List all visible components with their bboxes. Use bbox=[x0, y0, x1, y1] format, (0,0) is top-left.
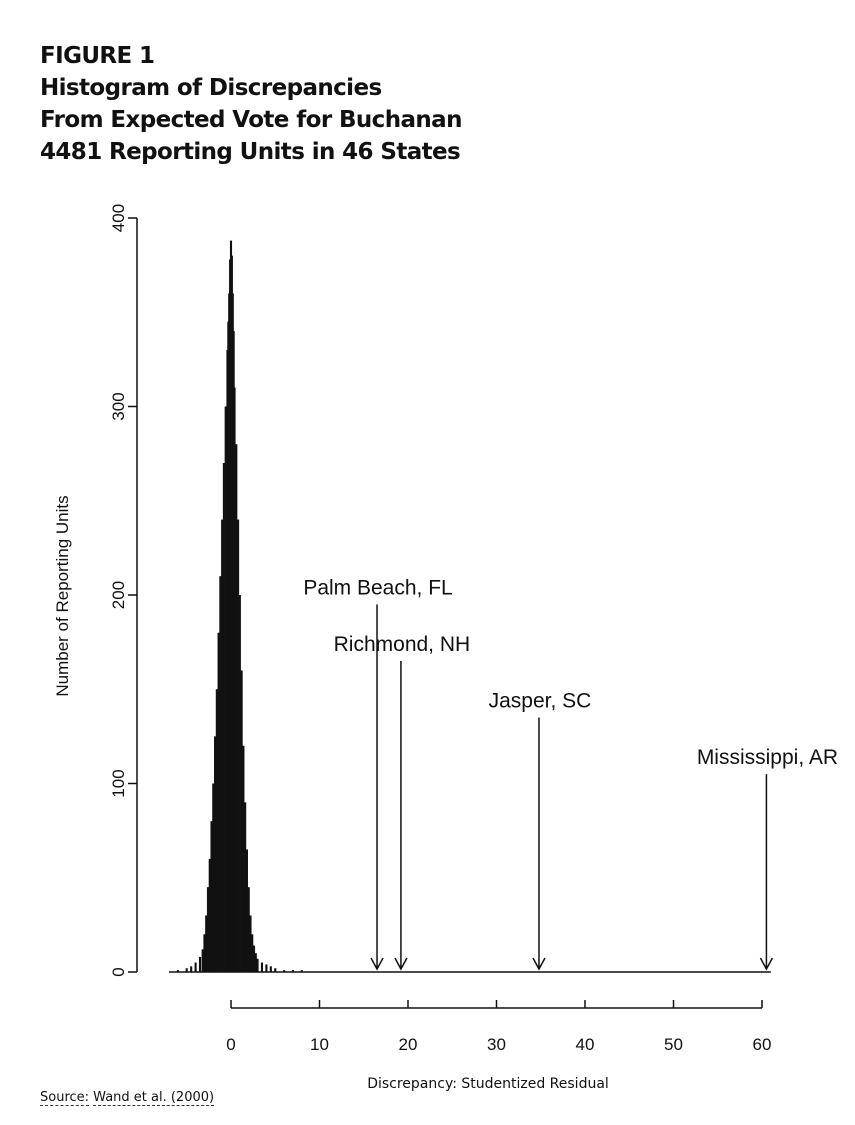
y-tick-label: 200 bbox=[109, 581, 128, 609]
x-axis-label: Discrepancy: Studentized Residual bbox=[367, 1076, 609, 1092]
histogram-bar bbox=[249, 915, 252, 972]
figure-heading: FIGURE 1 Histogram of Discrepancies From… bbox=[40, 40, 462, 168]
histogram-bar bbox=[237, 519, 240, 972]
histogram-bar bbox=[222, 463, 225, 972]
figure-title-line-1: Histogram of Discrepancies bbox=[40, 75, 382, 101]
histogram-bar bbox=[245, 849, 248, 972]
histogram-bar bbox=[256, 958, 259, 972]
annotation-label: Palm Beach, FL bbox=[303, 576, 452, 599]
histogram-bar bbox=[214, 736, 217, 972]
x-tick-label: 40 bbox=[576, 1035, 595, 1054]
histogram-bar bbox=[221, 519, 224, 972]
histogram-bar bbox=[224, 406, 227, 972]
annotation-label: Mississippi, AR bbox=[697, 746, 838, 769]
histogram-bar bbox=[203, 934, 206, 972]
x-tick-label: 60 bbox=[753, 1035, 772, 1054]
histogram-bar bbox=[240, 670, 243, 972]
y-tick-label: 100 bbox=[109, 769, 128, 797]
source-prefix: Source: bbox=[40, 1090, 90, 1106]
histogram-bar bbox=[242, 745, 245, 972]
histogram-bar bbox=[291, 970, 295, 972]
annotation-label: Richmond, NH bbox=[334, 633, 471, 656]
annotation-arrow-head bbox=[394, 957, 408, 971]
figure-title-line-3: 4481 Reporting Units in 46 States bbox=[40, 139, 461, 165]
histogram-bar bbox=[260, 962, 264, 972]
annotation-arrow-head bbox=[532, 957, 546, 971]
histogram-bar bbox=[265, 964, 268, 972]
x-tick-label: 50 bbox=[664, 1035, 683, 1054]
y-tick-label: 0 bbox=[109, 967, 128, 976]
histogram-bar bbox=[235, 444, 238, 972]
y-axis-label: Number of Reporting Units bbox=[53, 495, 72, 696]
histogram-bar bbox=[251, 934, 254, 972]
histogram-bar bbox=[215, 689, 218, 972]
histogram-bar bbox=[300, 970, 303, 972]
histogram-bar bbox=[233, 387, 236, 972]
histogram-bar bbox=[274, 968, 277, 972]
histogram-bar bbox=[247, 887, 250, 972]
histogram-bar bbox=[194, 962, 197, 972]
y-tick-label: 300 bbox=[109, 392, 128, 420]
histogram-bar bbox=[254, 953, 257, 972]
histogram-bar bbox=[210, 821, 213, 972]
source-reference: Wand et al. (2000) bbox=[93, 1090, 215, 1106]
figure-title-line-2: From Expected Vote for Buchanan bbox=[40, 107, 462, 133]
histogram-bar bbox=[198, 956, 202, 972]
histogram-bar bbox=[252, 945, 256, 972]
histogram-bar bbox=[212, 783, 215, 972]
source-note: Source: Wand et al. (2000) bbox=[40, 1090, 215, 1106]
histogram-bar bbox=[185, 968, 188, 972]
annotation-arrow-head bbox=[370, 957, 384, 971]
histogram-bar bbox=[176, 970, 179, 972]
histogram-bar bbox=[269, 966, 272, 972]
histogram-bar bbox=[238, 595, 241, 972]
histogram-bar bbox=[217, 632, 220, 972]
histogram-bar bbox=[244, 802, 247, 972]
histogram-bar bbox=[283, 970, 286, 972]
histogram-bar bbox=[201, 949, 204, 972]
x-tick-label: 20 bbox=[399, 1035, 418, 1054]
figure-label: FIGURE 1 bbox=[40, 43, 155, 69]
histogram-bar bbox=[206, 887, 210, 972]
x-tick-label: 30 bbox=[487, 1035, 506, 1054]
y-tick-label: 400 bbox=[109, 204, 128, 232]
x-tick-label: 10 bbox=[310, 1035, 329, 1054]
histogram-bar bbox=[190, 966, 193, 972]
histogram-bar bbox=[208, 858, 211, 972]
histogram-bar bbox=[219, 576, 222, 972]
histogram-bar bbox=[205, 915, 208, 972]
annotation-label: Jasper, SC bbox=[489, 690, 592, 713]
annotation-arrow-head bbox=[759, 957, 774, 971]
x-tick-label: 0 bbox=[226, 1035, 235, 1054]
